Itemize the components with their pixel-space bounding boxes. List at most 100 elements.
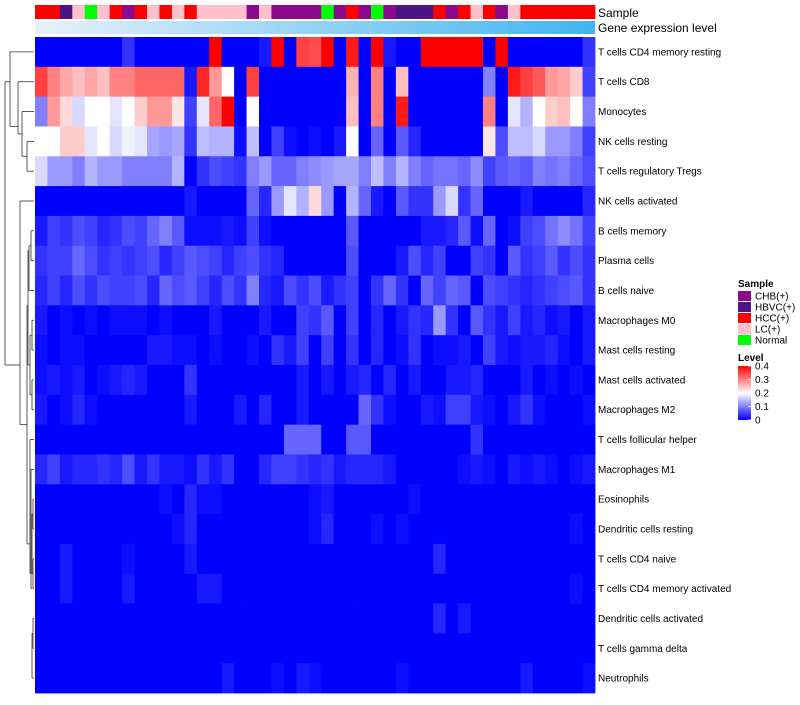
heatmap-cell [532, 394, 546, 426]
heatmap-cell [221, 66, 235, 98]
sample-annotation-cell [72, 5, 86, 19]
heatmap-cell [171, 186, 185, 217]
heatmap-cell [35, 215, 48, 247]
heatmap-cell [84, 603, 98, 634]
level-legend-tick-label: 0.4 [755, 362, 769, 373]
heatmap-cell [507, 365, 521, 396]
heatmap-cell [532, 66, 546, 98]
heatmap-cell [445, 156, 459, 187]
heatmap-cell [570, 66, 583, 98]
heatmap-cell [520, 663, 534, 694]
heatmap-cell [283, 245, 297, 276]
heatmap-cell [371, 603, 384, 634]
heatmap-cell [507, 305, 521, 336]
heatmap-cell [35, 66, 48, 98]
heatmap-cell [358, 215, 372, 247]
heatmap-cell [333, 365, 347, 396]
heatmap-cell [395, 156, 409, 187]
row-label: Macrophages M0 [598, 316, 676, 327]
heatmap-cell [445, 394, 459, 426]
heatmap-cell [47, 394, 61, 426]
heatmap-cell [321, 215, 335, 247]
heatmap-cell [221, 424, 235, 455]
heatmap-cell [259, 394, 272, 426]
heatmap-cell [84, 484, 98, 515]
heatmap-cell [395, 335, 409, 366]
heatmap-cell [72, 543, 86, 575]
heatmap-cell [246, 424, 260, 455]
heatmap-cell [483, 215, 496, 247]
heatmap-cell [259, 156, 272, 187]
heatmap-cell [97, 454, 111, 485]
sample-annotation-cell [321, 5, 335, 19]
heatmap-cell [296, 573, 310, 604]
heatmap-cell [371, 514, 384, 545]
heatmap-cell [59, 305, 73, 336]
heatmap-cell [420, 37, 434, 68]
heatmap-cell [545, 37, 559, 68]
heatmap-cell [72, 96, 86, 127]
heatmap-cell [159, 66, 173, 98]
heatmap-cell [109, 186, 123, 217]
heatmap-cell [171, 454, 185, 485]
heatmap-cell [520, 305, 534, 336]
heatmap-cell [308, 663, 322, 694]
heatmap-cell [147, 305, 160, 336]
expression-level-bar [35, 21, 595, 34]
heatmap-cell [346, 633, 359, 664]
sample-annotation-cell [495, 5, 509, 19]
heatmap-cell [159, 215, 173, 247]
heatmap-cell [383, 156, 397, 187]
heatmap-cell [184, 96, 198, 127]
heatmap-cell [59, 603, 73, 634]
heatmap-cell [283, 603, 297, 634]
heatmap-cell [59, 66, 73, 98]
heatmap-cell [84, 365, 98, 396]
heatmap-cell [196, 215, 210, 247]
heatmap-cell [109, 484, 123, 515]
heatmap-cell [570, 573, 583, 604]
heatmap-cell [358, 156, 372, 187]
heatmap-cell [47, 663, 61, 694]
heatmap-cell [97, 514, 111, 545]
heatmap-cell [545, 215, 559, 247]
heatmap-cell [59, 514, 73, 545]
heatmap-cell [495, 484, 509, 515]
sample-annotation-cell [408, 5, 422, 19]
heatmap-cell [184, 126, 198, 157]
heatmap-cell [420, 573, 434, 604]
heatmap-cell [458, 126, 471, 157]
sample-legend-label: CHB(+) [755, 292, 789, 303]
row-label: Monocytes [598, 107, 646, 118]
heatmap-cell [246, 454, 260, 485]
heatmap-cell [420, 66, 434, 98]
heatmap-cell [408, 37, 422, 68]
heatmap-cell [371, 484, 384, 515]
heatmap-cell [234, 96, 247, 127]
heatmap-cell [408, 424, 422, 455]
heatmap-cell [408, 96, 422, 127]
heatmap-cell [520, 454, 534, 485]
heatmap-cell [109, 215, 123, 247]
heatmap-cell [333, 603, 347, 634]
heatmap-cell [408, 126, 422, 157]
heatmap-cell [259, 275, 272, 306]
heatmap-cell [333, 215, 347, 247]
heatmap-cell [458, 335, 471, 366]
heatmap-cell [395, 543, 409, 575]
heatmap-cell [246, 335, 260, 366]
heatmap-cell [259, 215, 272, 247]
heatmap-cell [221, 156, 235, 187]
sample-annotation-cell [221, 5, 235, 19]
heatmap-cell [408, 156, 422, 187]
heatmap-cell [358, 484, 372, 515]
heatmap-cell [196, 126, 210, 157]
heatmap-cell [495, 156, 509, 187]
heatmap-cell [296, 215, 310, 247]
heatmap-cell [171, 573, 185, 604]
heatmap-cell [445, 573, 459, 604]
heatmap-cell [234, 126, 247, 157]
heatmap-cell [147, 514, 160, 545]
heatmap-cell [259, 66, 272, 98]
heatmap-cell [420, 543, 434, 575]
